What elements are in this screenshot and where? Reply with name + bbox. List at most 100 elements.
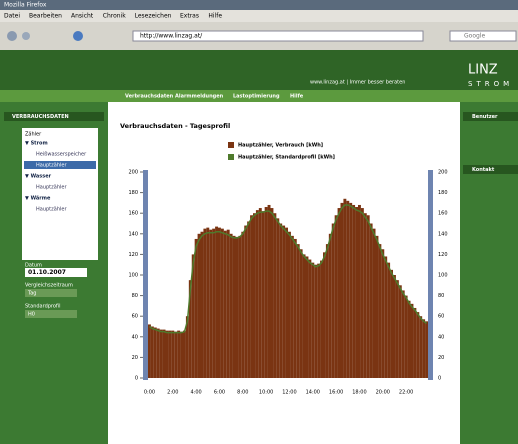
tree-item[interactable]: ▼ Strom xyxy=(25,141,48,147)
bar xyxy=(364,213,367,378)
tree-box xyxy=(22,128,98,260)
bar xyxy=(361,208,364,378)
bar xyxy=(227,230,230,378)
x-tick-label: 4:00 xyxy=(191,390,202,396)
bar xyxy=(218,228,221,378)
search-engine: Google xyxy=(464,33,485,40)
bar xyxy=(244,226,247,378)
menu-item[interactable]: Chronik xyxy=(103,13,126,20)
nav-tab[interactable]: Alarmmeldungen xyxy=(175,94,224,100)
bar xyxy=(297,244,300,378)
bar xyxy=(381,249,384,378)
y2-tick-label: 140 xyxy=(438,231,448,237)
bar xyxy=(201,232,204,378)
counter-label: Zähler xyxy=(25,132,42,138)
y-tick-label: 160 xyxy=(128,211,138,217)
bar xyxy=(215,227,218,378)
y2-tick-label: 80 xyxy=(438,293,444,299)
x-tick-label: 0:00 xyxy=(144,390,155,396)
bar xyxy=(396,280,399,378)
nav-tab[interactable]: Hilfe xyxy=(290,94,304,100)
x-tick-label: 12:00 xyxy=(282,390,296,396)
slogan: www.linzag.at | Immer besser beraten xyxy=(310,80,405,86)
period-label: Vergleichszeitraum xyxy=(25,283,73,289)
legend-label: Hauptzähler, Verbrauch [kWh] xyxy=(238,143,323,149)
bar xyxy=(238,236,241,378)
y2-tick-label: 40 xyxy=(438,334,444,340)
profile: H0 xyxy=(28,312,35,318)
nav-tab[interactable]: Lastoptimierung xyxy=(233,94,280,100)
right-sidebar xyxy=(460,102,518,444)
bar xyxy=(212,229,215,378)
bar xyxy=(419,316,422,378)
bar xyxy=(253,213,256,378)
y2-tick-label: 180 xyxy=(438,190,448,196)
bar xyxy=(323,252,326,378)
bar xyxy=(174,332,177,378)
bar xyxy=(416,312,419,378)
screenshot: Mozilla Firefox Datei Bearbeiten Ansicht Ch… xyxy=(0,0,518,444)
bar xyxy=(346,201,349,378)
bar xyxy=(367,215,370,378)
menu-item[interactable]: Extras xyxy=(180,13,199,20)
y2-tick-label: 160 xyxy=(438,211,448,217)
tree-item[interactable]: Hauptzähler xyxy=(36,163,67,169)
legend-swatch xyxy=(228,154,234,160)
bar xyxy=(332,224,335,379)
bar xyxy=(247,221,250,378)
y-tick-label: 140 xyxy=(128,231,138,237)
sidebar-title: VERBRAUCHSDATEN xyxy=(12,114,69,120)
bar xyxy=(230,234,233,378)
back-button[interactable] xyxy=(7,31,17,41)
bar xyxy=(422,319,425,378)
bar xyxy=(370,224,373,379)
url: http://www.linzag.at/ xyxy=(140,33,203,40)
y-tick-label: 100 xyxy=(128,273,138,279)
y2-tick-label: 60 xyxy=(438,314,444,320)
x-tick-label: 18:00 xyxy=(352,390,366,396)
tree-item[interactable]: ▼ Wärme xyxy=(25,196,51,202)
bar xyxy=(317,264,320,378)
date: 01.10.2007 xyxy=(28,269,66,276)
bar xyxy=(411,304,414,378)
y2-tick-label: 0 xyxy=(438,376,441,382)
bar xyxy=(203,229,206,378)
bar xyxy=(352,205,355,378)
tree-item[interactable]: ▼ Wasser xyxy=(25,174,52,180)
contact-title: Kontakt xyxy=(472,167,495,173)
bar xyxy=(209,230,212,378)
menu-item[interactable]: Hilfe xyxy=(208,13,222,20)
bar xyxy=(157,329,160,378)
profile-label: Standardprofil xyxy=(25,304,60,310)
bar xyxy=(279,224,282,379)
date-label: Datum xyxy=(25,263,42,269)
bar xyxy=(166,331,169,378)
bar xyxy=(198,234,201,378)
tree-item[interactable]: Heißwasserspeicher xyxy=(36,152,87,158)
tree-item[interactable]: Hauptzähler xyxy=(36,207,67,213)
tree-item[interactable]: Hauptzähler xyxy=(36,185,67,191)
bar xyxy=(224,231,227,378)
menu-item[interactable]: Datei xyxy=(4,13,20,20)
y-tick-label: 80 xyxy=(132,293,138,299)
menu-item[interactable]: Bearbeiten xyxy=(29,13,62,20)
nav-tab[interactable]: Verbrauchsdaten xyxy=(125,94,174,100)
bar xyxy=(308,260,311,378)
logo: LINZ xyxy=(468,63,498,78)
menu-item[interactable]: Lesezeichen xyxy=(135,13,172,20)
forward-button[interactable] xyxy=(22,32,30,40)
bar xyxy=(148,324,151,378)
bar xyxy=(180,332,183,378)
x-tick-label: 22:00 xyxy=(399,390,413,396)
logo-sub: STROM xyxy=(468,80,513,88)
reload-button[interactable] xyxy=(73,31,83,41)
bar xyxy=(265,207,268,378)
bar xyxy=(349,203,352,378)
site-header xyxy=(0,50,518,96)
menu-item[interactable]: Ansicht xyxy=(71,13,94,20)
bar xyxy=(259,208,262,378)
bar xyxy=(285,228,288,378)
x-tick-label: 16:00 xyxy=(329,390,343,396)
bar xyxy=(399,285,402,378)
window-title: Mozilla Firefox xyxy=(4,2,47,9)
